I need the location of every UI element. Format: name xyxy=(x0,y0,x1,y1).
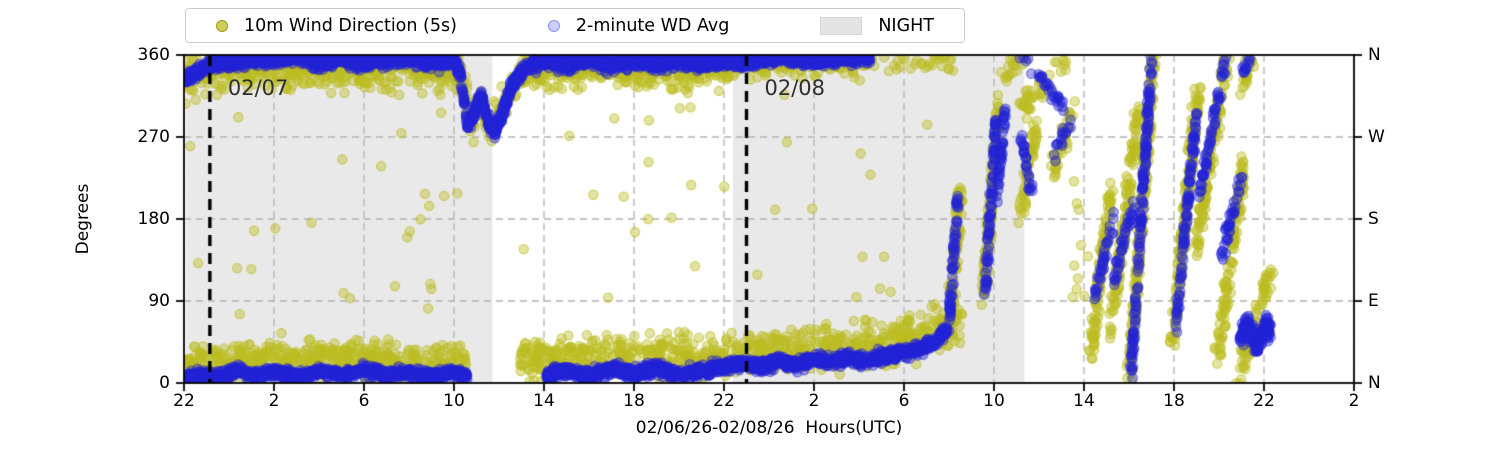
y-tick-label-right: N xyxy=(1368,373,1381,393)
x-tick-label: 18 xyxy=(623,391,645,411)
blue-dot-icon xyxy=(547,19,560,32)
legend: 10m Wind Direction (5s) 2-minute WD Avg … xyxy=(185,8,965,43)
y-tick-label-left: 0 xyxy=(159,373,170,393)
legend-item-night: NIGHT xyxy=(820,16,934,36)
y-tick-label-right: N xyxy=(1368,45,1381,65)
x-axis-label: 02/06/26-02/08/26 Hours(UTC) xyxy=(635,418,903,438)
legend-label-wd-avg: 2-minute WD Avg xyxy=(575,15,730,36)
x-tick-label: 6 xyxy=(358,391,370,411)
yellow-dot-icon xyxy=(216,19,228,32)
x-tick-label: 10 xyxy=(983,391,1005,411)
legend-label-raw-wind: 10m Wind Direction (5s) xyxy=(244,15,457,36)
x-tick-label: 2 xyxy=(808,391,820,411)
legend-item-wd-avg: 2-minute WD Avg xyxy=(547,15,730,36)
x-tick-label: 22 xyxy=(1253,391,1275,411)
x-tick-label: 14 xyxy=(533,391,555,411)
y-tick-label-left: 90 xyxy=(148,291,170,311)
x-tick-label: 2 xyxy=(1348,391,1360,411)
x-tick-label: 14 xyxy=(1073,391,1095,411)
x-tick-label: 22 xyxy=(713,391,735,411)
y-tick-label-right: W xyxy=(1368,127,1385,147)
date-annotation-0207: 02/07 xyxy=(227,76,289,100)
y-tick-label-left: 360 xyxy=(137,45,170,65)
legend-item-raw-wind: 10m Wind Direction (5s) xyxy=(216,16,457,36)
y-tick-label-right: S xyxy=(1368,209,1379,229)
y-tick-label-left: 180 xyxy=(137,209,170,229)
date-annotation-0208: 02/08 xyxy=(764,76,826,100)
x-tick-label: 6 xyxy=(898,391,910,411)
y-tick-label-left: 270 xyxy=(137,127,170,147)
x-tick-label: 22 xyxy=(173,391,195,411)
y-tick-label-right: E xyxy=(1368,291,1379,311)
x-tick-label: 18 xyxy=(1163,391,1185,411)
x-tick-label: 2 xyxy=(268,391,280,411)
x-tick-label: 10 xyxy=(443,391,465,411)
legend-label-night: NIGHT xyxy=(878,15,934,36)
y-axis-label: Degrees xyxy=(73,183,93,255)
night-patch-icon xyxy=(820,16,863,35)
